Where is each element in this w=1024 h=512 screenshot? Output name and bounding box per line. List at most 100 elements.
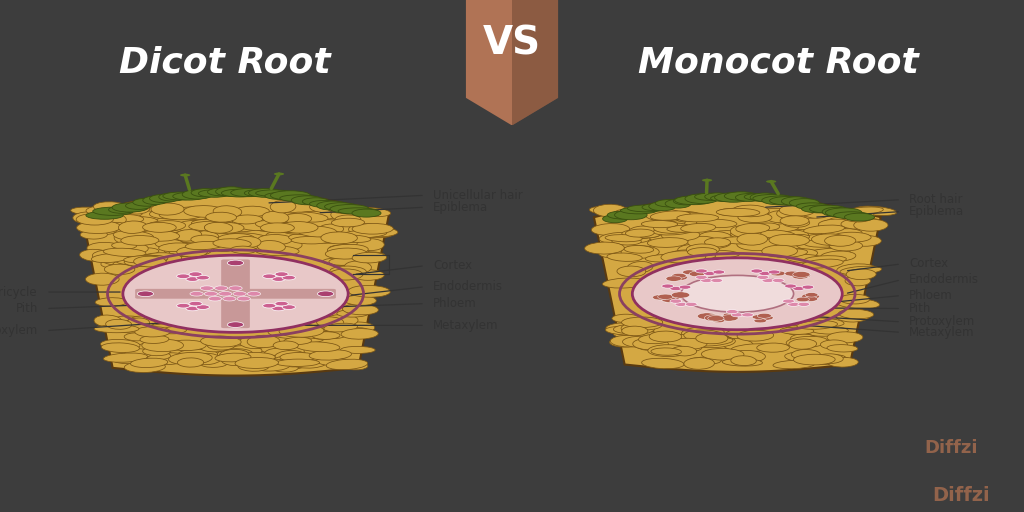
Ellipse shape	[841, 218, 883, 229]
Ellipse shape	[607, 253, 642, 261]
Ellipse shape	[246, 356, 282, 365]
Ellipse shape	[776, 208, 807, 219]
Ellipse shape	[769, 234, 809, 246]
Ellipse shape	[105, 319, 132, 329]
Ellipse shape	[810, 248, 851, 257]
Circle shape	[218, 291, 231, 296]
Ellipse shape	[318, 224, 344, 234]
Ellipse shape	[146, 353, 188, 365]
Ellipse shape	[299, 329, 335, 337]
Ellipse shape	[610, 335, 647, 347]
Ellipse shape	[625, 331, 657, 340]
Ellipse shape	[342, 304, 378, 315]
Circle shape	[708, 315, 724, 321]
Ellipse shape	[177, 221, 209, 232]
Ellipse shape	[205, 222, 232, 233]
Ellipse shape	[722, 358, 763, 366]
Circle shape	[759, 271, 771, 275]
Circle shape	[712, 318, 725, 323]
Ellipse shape	[348, 224, 382, 235]
Ellipse shape	[121, 202, 150, 214]
Ellipse shape	[696, 219, 737, 228]
Ellipse shape	[112, 203, 147, 212]
Ellipse shape	[705, 193, 730, 201]
Ellipse shape	[221, 189, 258, 197]
Ellipse shape	[842, 210, 874, 222]
Text: Monocot Root: Monocot Root	[638, 46, 919, 80]
Ellipse shape	[217, 349, 253, 359]
Ellipse shape	[711, 195, 740, 202]
Ellipse shape	[328, 204, 369, 214]
Ellipse shape	[719, 237, 764, 244]
Ellipse shape	[822, 207, 850, 217]
Ellipse shape	[113, 260, 141, 269]
Ellipse shape	[666, 199, 691, 208]
Ellipse shape	[797, 321, 838, 329]
Circle shape	[262, 274, 276, 279]
Ellipse shape	[780, 216, 809, 226]
Ellipse shape	[86, 205, 131, 216]
Ellipse shape	[786, 229, 821, 238]
Ellipse shape	[349, 252, 385, 260]
Ellipse shape	[159, 243, 193, 251]
Ellipse shape	[200, 343, 230, 352]
Ellipse shape	[726, 329, 766, 340]
Circle shape	[214, 286, 227, 290]
Text: Metaxylem: Metaxylem	[433, 319, 499, 332]
Ellipse shape	[620, 207, 645, 217]
Circle shape	[685, 302, 697, 306]
Ellipse shape	[611, 237, 641, 245]
Ellipse shape	[791, 334, 816, 344]
Ellipse shape	[639, 334, 673, 344]
Ellipse shape	[696, 335, 731, 347]
Ellipse shape	[340, 236, 368, 245]
Circle shape	[793, 287, 805, 290]
Ellipse shape	[102, 219, 139, 230]
Ellipse shape	[723, 338, 754, 351]
Ellipse shape	[790, 199, 819, 207]
Ellipse shape	[123, 255, 348, 332]
Ellipse shape	[162, 327, 186, 334]
Ellipse shape	[788, 339, 816, 349]
Ellipse shape	[670, 345, 701, 352]
Ellipse shape	[316, 357, 352, 366]
Ellipse shape	[215, 353, 251, 362]
Ellipse shape	[678, 244, 716, 255]
Ellipse shape	[265, 193, 299, 200]
Ellipse shape	[335, 215, 360, 224]
Ellipse shape	[112, 242, 136, 249]
Circle shape	[726, 310, 738, 314]
FancyBboxPatch shape	[221, 260, 250, 328]
Ellipse shape	[174, 229, 202, 241]
Ellipse shape	[143, 352, 171, 359]
Ellipse shape	[201, 336, 242, 347]
Ellipse shape	[664, 334, 694, 345]
Circle shape	[282, 305, 295, 309]
Ellipse shape	[286, 212, 328, 222]
Ellipse shape	[101, 215, 143, 224]
Circle shape	[731, 313, 743, 317]
Ellipse shape	[302, 198, 329, 205]
Ellipse shape	[270, 191, 310, 200]
Ellipse shape	[769, 224, 799, 232]
Circle shape	[770, 271, 785, 276]
Ellipse shape	[325, 203, 357, 210]
Circle shape	[197, 275, 210, 280]
Ellipse shape	[653, 226, 696, 235]
Ellipse shape	[252, 215, 279, 223]
Text: Pith: Pith	[909, 302, 932, 315]
Circle shape	[713, 270, 725, 274]
Ellipse shape	[805, 234, 836, 244]
Ellipse shape	[315, 203, 343, 214]
Ellipse shape	[206, 212, 237, 222]
Text: Endodermis: Endodermis	[909, 273, 979, 286]
Ellipse shape	[256, 223, 296, 231]
Ellipse shape	[590, 206, 623, 215]
Ellipse shape	[727, 344, 758, 353]
Ellipse shape	[262, 211, 289, 224]
Ellipse shape	[265, 212, 304, 221]
Ellipse shape	[810, 205, 846, 213]
Circle shape	[282, 275, 295, 280]
Ellipse shape	[671, 346, 696, 356]
Ellipse shape	[256, 190, 292, 196]
